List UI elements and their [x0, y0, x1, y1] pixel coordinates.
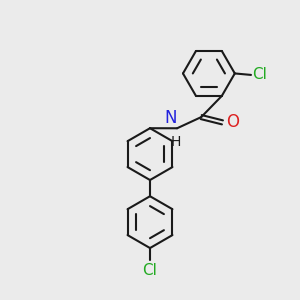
Text: H: H [171, 135, 181, 149]
Text: Cl: Cl [142, 263, 158, 278]
Text: N: N [164, 109, 176, 127]
Text: Cl: Cl [253, 68, 267, 82]
Text: O: O [226, 113, 239, 131]
